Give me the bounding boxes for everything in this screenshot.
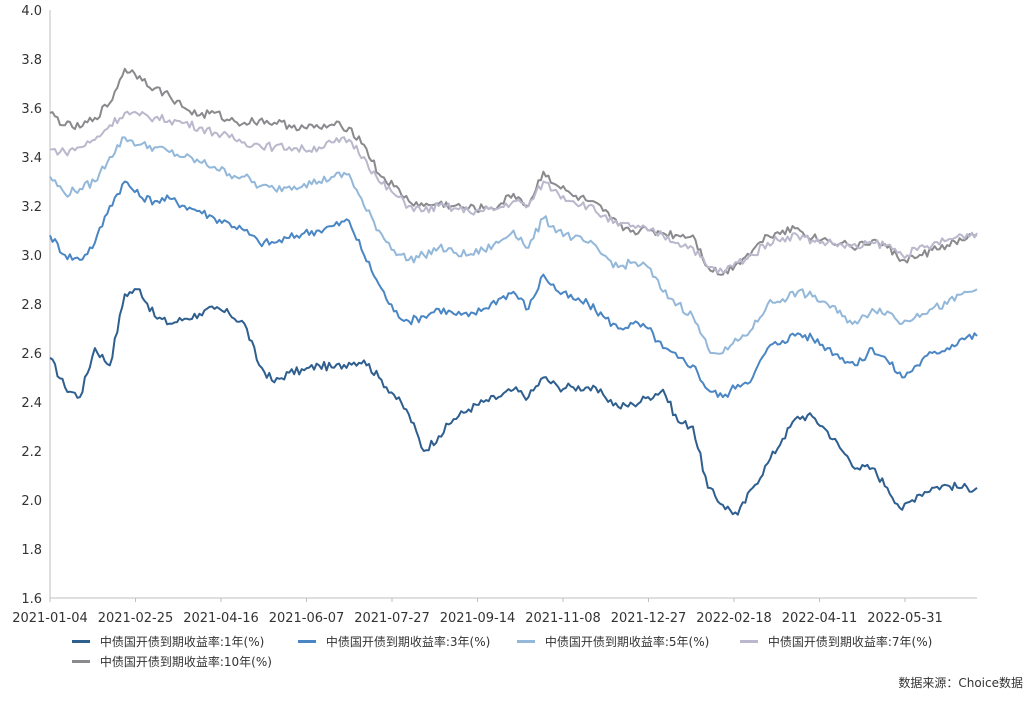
- y-tick-label: 1.8: [21, 543, 42, 558]
- y-tick-label: 2.2: [21, 445, 42, 460]
- legend-swatch-10y: [72, 660, 90, 663]
- x-tick-label: 2021-06-07: [269, 611, 345, 626]
- x-axis: 2021-01-04 2021-02-25 2021-04-16 2021-06-07…: [12, 597, 977, 626]
- legend-item-1y: 中债国开债到期收益率:1年(%): [72, 634, 264, 650]
- y-tick-label: 2.6: [21, 347, 42, 362]
- legend-label-3y: 中债国开债到期收益率:3年(%): [325, 635, 491, 649]
- y-tick-label: 2.8: [21, 298, 42, 313]
- legend-swatch-5y: [517, 640, 535, 643]
- x-tick-label: 2021-09-14: [440, 611, 516, 626]
- legend-swatch-1y: [72, 640, 90, 643]
- legend-label-10y: 中债国开债到期收益率:10年(%): [99, 655, 272, 669]
- legend-item-3y: 中债国开债到期收益率:3年(%): [298, 634, 490, 650]
- y-tick-label: 3.6: [21, 102, 42, 117]
- series-line-10y: [49, 67, 978, 276]
- legend-swatch-7y: [740, 640, 758, 643]
- x-tick-label: 2022-04-11: [782, 611, 858, 626]
- x-tick-label: 2021-07-27: [354, 611, 430, 626]
- x-tick-label: 2022-02-18: [696, 611, 772, 626]
- x-tick-label: 2021-12-27: [611, 611, 687, 626]
- legend-swatch-3y: [298, 640, 316, 643]
- x-tick-label: 2021-04-16: [183, 611, 259, 626]
- legend-label-7y: 中债国开债到期收益率:7年(%): [767, 635, 933, 649]
- yield-line-chart: 4.03.83.63.43.23.02.82.62.42.22.01.81.6 …: [12, 4, 978, 626]
- legend-item-10y: 中债国开债到期收益率:10年(%): [72, 654, 272, 670]
- y-tick-label: 3.0: [21, 249, 42, 264]
- x-tick-label: 2022-05-31: [867, 611, 943, 626]
- legend-label-5y: 中债国开债到期收益率:5年(%): [544, 635, 710, 649]
- y-tick-label: 1.6: [21, 592, 42, 607]
- legend-label-1y: 中债国开债到期收益率:1年(%): [99, 635, 265, 649]
- legend-item-7y: 中债国开债到期收益率:7年(%): [740, 634, 932, 650]
- source-note: 数据来源：Choice数据: [898, 676, 1023, 690]
- y-tick-label: 3.2: [21, 200, 42, 215]
- series-layer: [49, 67, 978, 516]
- x-tick-label: 2021-01-04: [12, 611, 88, 626]
- y-tick-label: 3.8: [21, 53, 42, 68]
- series-line-5y: [49, 136, 978, 355]
- x-tick-label: 2021-02-25: [98, 611, 174, 626]
- legend-item-5y: 中债国开债到期收益率:5年(%): [517, 634, 709, 650]
- y-axis: 4.0 3.8 3.6 3.4 3.2 3.0 2.8 2.6 2.4 2.2 2.0 1.8 1.6: [21, 4, 51, 607]
- y-tick-label: 4.0: [21, 4, 42, 19]
- series-line-1y: [49, 288, 978, 516]
- x-tick-label: 2021-11-08: [525, 611, 601, 626]
- y-tick-label: 2.4: [21, 396, 42, 411]
- y-tick-label: 2.0: [21, 494, 42, 509]
- series-line-7y: [49, 110, 978, 274]
- y-tick-label: 3.4: [21, 151, 42, 166]
- series-line-3y: [49, 180, 978, 399]
